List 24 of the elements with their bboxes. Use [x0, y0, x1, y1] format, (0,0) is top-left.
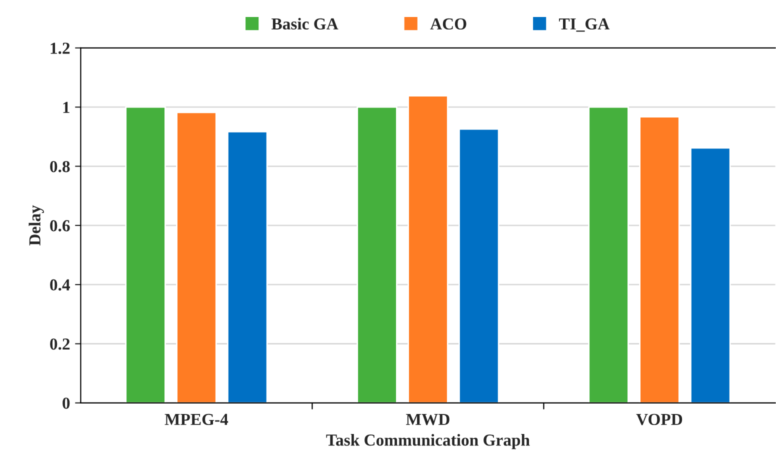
bar — [458, 128, 500, 403]
y-tick-label: 0.6 — [50, 220, 70, 232]
bar — [690, 147, 731, 403]
bar — [176, 112, 217, 403]
legend-label: TI_GA — [559, 18, 610, 32]
y-tick-label: 0.8 — [50, 160, 70, 172]
y-axis-title: Delay — [28, 205, 44, 246]
y-tick-label: 1.2 — [50, 42, 70, 54]
bar — [588, 106, 629, 403]
x-tick-label: MPEG-4 — [164, 414, 228, 426]
x-tick-label: VOPD — [636, 414, 682, 426]
y-tick-label: 0 — [62, 398, 70, 409]
bar — [356, 106, 398, 403]
bar — [408, 95, 448, 403]
bar — [227, 130, 268, 403]
bar — [125, 106, 166, 403]
legend-label: Basic GA — [272, 18, 338, 30]
x-tick-label: MWD — [406, 414, 450, 426]
x-axis-title: Task Communication Graph — [326, 434, 530, 450]
y-tick-label: 1 — [63, 102, 70, 113]
bar — [639, 116, 680, 403]
legend-label: ACO — [430, 18, 466, 30]
y-tick-label: 0.4 — [50, 279, 70, 291]
y-tick-label: 0.2 — [50, 338, 70, 350]
